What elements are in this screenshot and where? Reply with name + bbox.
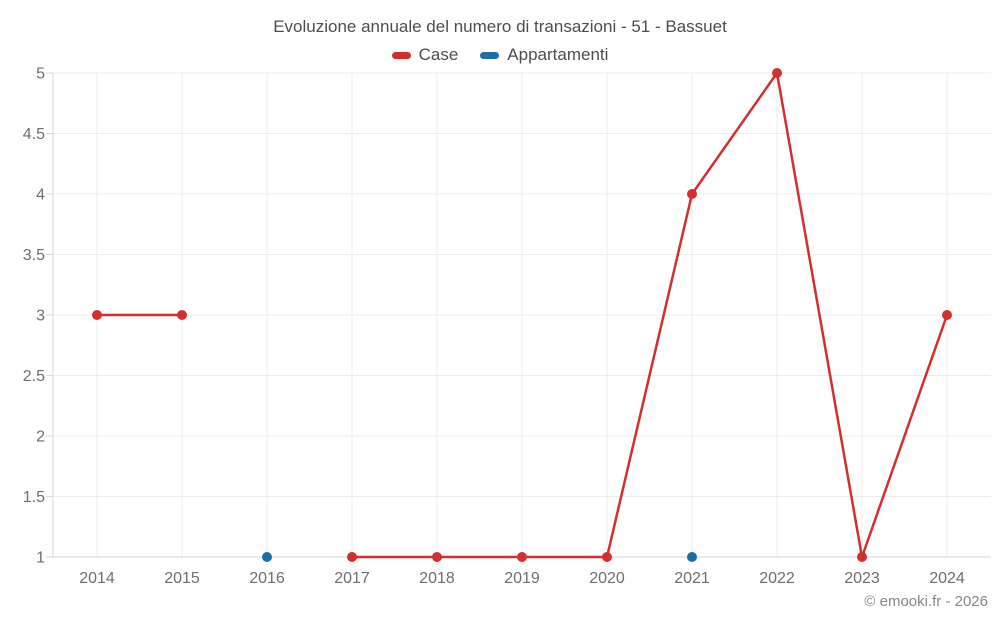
- watermark: © emooki.fr - 2026: [864, 593, 988, 610]
- legend-swatch-appartamenti: [480, 51, 500, 59]
- y-axis-tick-label: 1: [36, 550, 45, 567]
- y-axis-tick-label: 3: [36, 308, 45, 325]
- x-axis-tick-label: 2019: [504, 570, 540, 587]
- data-point-case: [177, 310, 187, 320]
- legend-item-appartamenti[interactable]: Appartamenti: [480, 45, 608, 65]
- x-axis-tick-label: 2017: [334, 570, 370, 587]
- data-point-case: [432, 552, 442, 562]
- legend-item-case[interactable]: Case: [391, 45, 459, 65]
- data-point-case: [772, 68, 782, 78]
- legend: Case Appartamenti: [0, 45, 1000, 65]
- series-line-case: [350, 71, 949, 559]
- y-axis-tick-label: 2: [36, 429, 45, 446]
- y-axis-tick-label: 3.5: [23, 247, 45, 264]
- x-axis-tick-label: 2014: [79, 570, 115, 587]
- x-axis-tick-label: 2024: [929, 570, 965, 587]
- data-point-case: [602, 552, 612, 562]
- y-axis-tick-label: 5: [36, 66, 45, 83]
- legend-label: Case: [418, 45, 459, 64]
- data-point-appartamenti: [687, 552, 697, 562]
- x-axis-tick-label: 2016: [249, 570, 285, 587]
- y-axis-tick-label: 1.5: [23, 489, 45, 506]
- data-point-case: [517, 552, 527, 562]
- x-axis-tick-label: 2023: [844, 570, 880, 587]
- data-point-appartamenti: [262, 552, 272, 562]
- data-point-case: [92, 310, 102, 320]
- data-point-case: [942, 310, 952, 320]
- y-axis-tick-label: 4.5: [23, 126, 45, 143]
- x-axis-tick-label: 2018: [419, 570, 455, 587]
- data-point-case: [687, 189, 697, 199]
- x-axis-tick-label: 2015: [164, 570, 200, 587]
- x-axis-tick-label: 2021: [674, 570, 710, 587]
- legend-label: Appartamenti: [507, 45, 609, 64]
- x-axis-tick-label: 2020: [589, 570, 625, 587]
- chart-title: Evoluzione annuale del numero di transaz…: [273, 17, 727, 36]
- legend-swatch-case: [391, 51, 411, 59]
- data-point-case: [857, 552, 867, 562]
- data-point-case: [347, 552, 357, 562]
- y-axis-tick-label: 4: [36, 187, 45, 204]
- x-axis-tick-label: 2022: [759, 570, 795, 587]
- y-axis-tick-label: 2.5: [23, 368, 45, 385]
